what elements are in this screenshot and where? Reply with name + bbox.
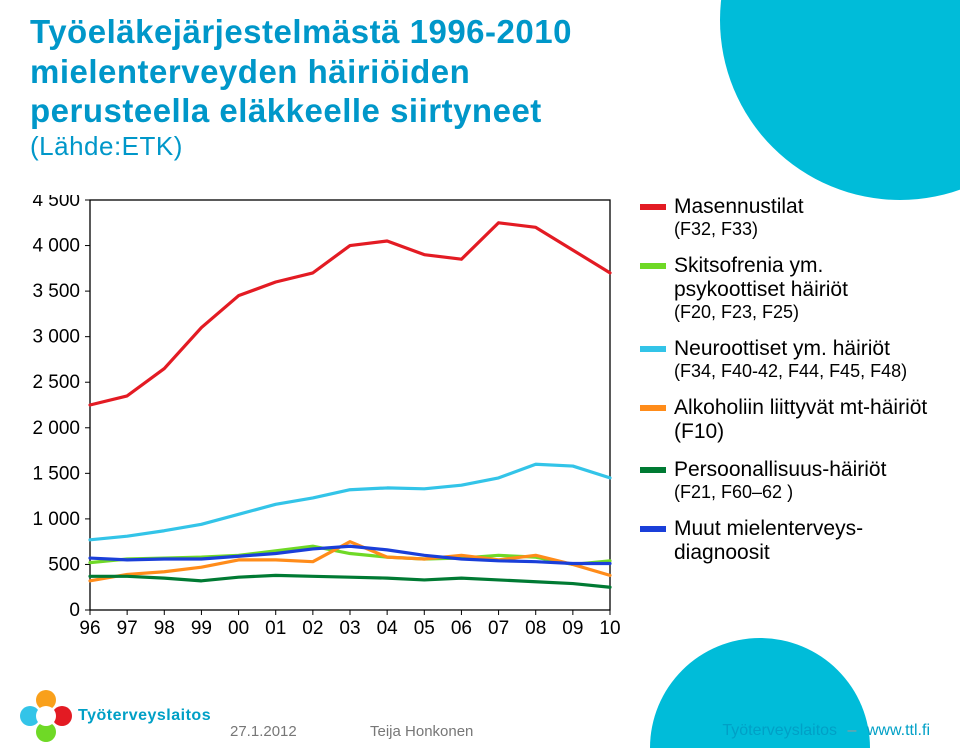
page-title: Työeläkejärjestelmästä 1996-2010 mielent… [30, 12, 572, 162]
legend-swatch [640, 526, 666, 532]
legend-label: Persoonallisuus-häiriöt [674, 458, 886, 482]
legend-item: Muut mielenterveys-diagnoosit [640, 517, 940, 565]
svg-text:05: 05 [414, 618, 435, 639]
title-line-2: mielenterveyden häiriöiden [30, 52, 572, 92]
legend-sub: (F21, F60–62 ) [674, 482, 940, 503]
legend-label: Muut mielenterveys-diagnoosit [674, 517, 940, 565]
svg-text:10: 10 [599, 618, 620, 639]
title-line-1: Työeläkejärjestelmästä 1996-2010 [30, 12, 572, 52]
title-line-3: perusteella eläkkeelle siirtyneet [30, 91, 572, 131]
legend-sub: (F20, F23, F25) [674, 302, 940, 323]
footer-org: Työterveyslaitos [722, 722, 837, 739]
legend-label: Skitsofrenia ym. psykoottiset häiriöt [674, 254, 940, 302]
svg-text:01: 01 [265, 618, 286, 639]
logo-flower-icon [20, 690, 72, 742]
svg-text:1 500: 1 500 [32, 463, 80, 484]
legend-swatch [640, 204, 666, 210]
legend-sub: (F32, F33) [674, 219, 940, 240]
svg-text:02: 02 [302, 618, 323, 639]
legend-item: Alkoholiin liittyvät mt-häiriöt (F10) [640, 396, 940, 444]
svg-text:96: 96 [79, 618, 100, 639]
legend-label: Neuroottiset ym. häiriöt [674, 337, 890, 361]
svg-text:04: 04 [377, 618, 399, 639]
line-chart: 05001 0001 5002 0002 5003 0003 5004 0004… [20, 195, 620, 645]
svg-text:09: 09 [562, 618, 583, 639]
footer: Työterveyslaitos 27.1.2012 Teija Honkone… [0, 716, 960, 748]
legend-item: Neuroottiset ym. häiriöt(F34, F40-42, F4… [640, 337, 940, 382]
logo: Työterveyslaitos [20, 690, 211, 742]
svg-text:99: 99 [191, 618, 212, 639]
legend-swatch [640, 405, 666, 411]
legend-item: Masennustilat(F32, F33) [640, 195, 940, 240]
legend-sub: (F34, F40-42, F44, F45, F48) [674, 361, 940, 382]
svg-text:2 000: 2 000 [32, 418, 80, 439]
footer-author: Teija Honkonen [370, 723, 473, 740]
legend-label: Alkoholiin liittyvät mt-häiriöt (F10) [674, 396, 940, 444]
legend-swatch [640, 263, 666, 269]
legend-item: Skitsofrenia ym. psykoottiset häiriöt(F2… [640, 254, 940, 323]
footer-right: Työterveyslaitos – www.ttl.fi [722, 722, 930, 740]
footer-dash: – [848, 722, 857, 739]
footer-url: www.ttl.fi [867, 722, 930, 739]
svg-text:1 000: 1 000 [32, 509, 80, 530]
svg-text:500: 500 [48, 554, 80, 575]
decorative-circle-top [720, 0, 960, 200]
svg-text:3 000: 3 000 [32, 327, 80, 348]
legend-swatch [640, 346, 666, 352]
svg-text:06: 06 [451, 618, 472, 639]
svg-text:00: 00 [228, 618, 249, 639]
svg-text:2 500: 2 500 [32, 372, 80, 393]
svg-text:03: 03 [339, 618, 360, 639]
svg-text:97: 97 [117, 618, 138, 639]
title-source: (Lähde:ETK) [30, 131, 572, 162]
svg-text:98: 98 [154, 618, 175, 639]
legend-item: Persoonallisuus-häiriöt(F21, F60–62 ) [640, 458, 940, 503]
svg-text:3 500: 3 500 [32, 281, 80, 302]
chart-svg: 05001 0001 5002 0002 5003 0003 5004 0004… [20, 195, 620, 645]
svg-text:07: 07 [488, 618, 509, 639]
svg-text:0: 0 [69, 600, 80, 621]
footer-date: 27.1.2012 [230, 723, 297, 740]
svg-text:4 500: 4 500 [32, 195, 80, 211]
chart-legend: Masennustilat(F32, F33) Skitsofrenia ym. … [640, 195, 940, 579]
legend-swatch [640, 467, 666, 473]
svg-text:08: 08 [525, 618, 546, 639]
svg-text:4 000: 4 000 [32, 236, 80, 257]
logo-text: Työterveyslaitos [78, 707, 211, 725]
legend-label: Masennustilat [674, 195, 804, 219]
